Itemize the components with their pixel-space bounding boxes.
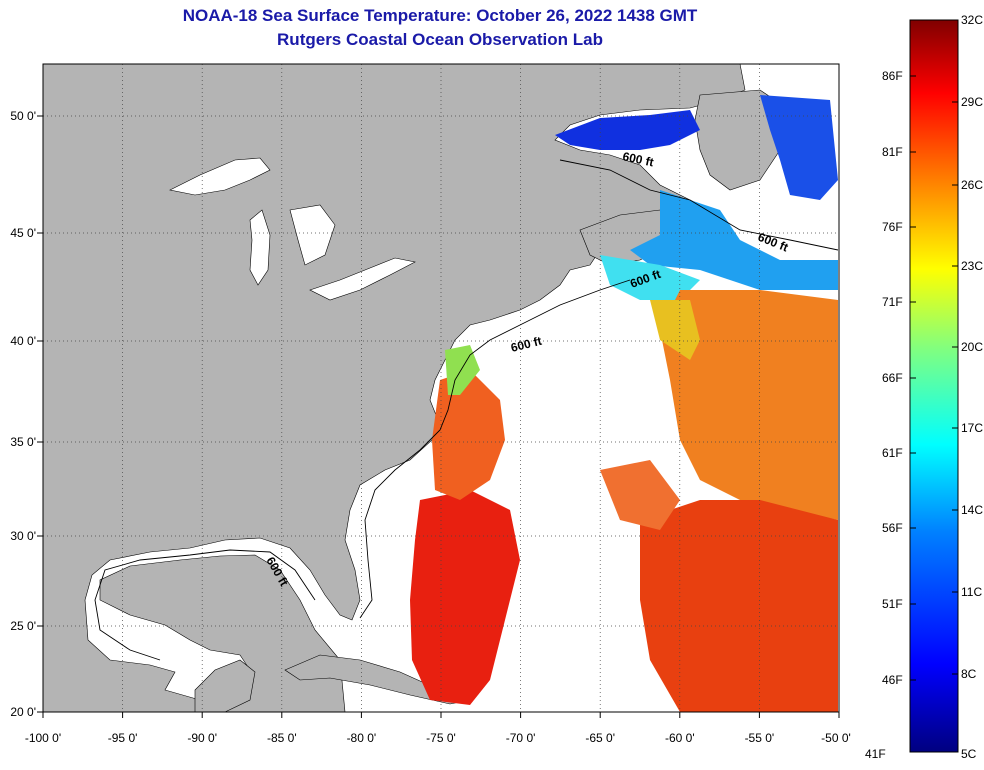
lon-label: -90 0': [187, 731, 217, 745]
cb-celsius-label: 23C: [961, 259, 983, 273]
graticule: [43, 64, 839, 712]
sst-orange-carolinas: [432, 370, 505, 500]
longitude-labels: -100 0' -95 0' -90 0' -85 0' -80 0' -75 …: [25, 731, 851, 745]
cb-fahrenheit-label: 86F: [882, 69, 903, 83]
cb-celsius-label: 8C: [961, 667, 977, 681]
lat-label: 40 0': [10, 334, 36, 348]
lat-label: 50 0': [10, 109, 36, 123]
lake-erie-ontario: [309, 257, 416, 301]
contour-label-newfoundland: 600 ft: [621, 149, 655, 169]
sst-cyan-shelf: [600, 255, 700, 300]
colorbar-fahrenheit-labels: 86F 81F 76F 71F 66F 61F 56F 51F 46F 41F: [865, 69, 903, 761]
cb-fahrenheit-label: 66F: [882, 371, 903, 385]
cb-celsius-label: 17C: [961, 421, 983, 435]
lon-label: -100 0': [25, 731, 61, 745]
land-yucatan: [194, 659, 256, 712]
lake-superior: [169, 157, 271, 196]
cb-fahrenheit-label: 41F: [865, 747, 886, 761]
sst-orange-bahamas: [600, 460, 680, 530]
lake-michigan: [249, 209, 271, 286]
map-subtitle: Rutgers Coastal Ocean Observation Lab: [277, 30, 603, 49]
contour-600ft: [94, 159, 839, 661]
lon-label: -95 0': [108, 731, 138, 745]
lon-label: -50 0': [821, 731, 851, 745]
cb-fahrenheit-label: 56F: [882, 521, 903, 535]
sst-green-coast: [445, 345, 480, 395]
cb-fahrenheit-label: 61F: [882, 446, 903, 460]
sst-cold-gulf-st-lawrence: [555, 110, 700, 150]
cb-celsius-label: 5C: [961, 747, 977, 761]
lat-label: 20 0': [10, 705, 36, 719]
cb-fahrenheit-label: 71F: [882, 295, 903, 309]
colorbar: [909, 19, 959, 753]
cb-celsius-label: 26C: [961, 178, 983, 192]
lat-label: 45 0': [10, 226, 36, 240]
cb-fahrenheit-label: 76F: [882, 220, 903, 234]
axis-ticks: [37, 115, 840, 718]
cb-fahrenheit-label: 81F: [882, 145, 903, 159]
sst-red-florida-straits: [410, 490, 520, 705]
lon-label: -85 0': [267, 731, 297, 745]
cb-fahrenheit-label: 51F: [882, 597, 903, 611]
latitude-labels: 50 0' 45 0' 40 0' 35 0' 30 0' 25 0' 20 0…: [10, 109, 36, 719]
cb-celsius-label: 11C: [961, 585, 982, 599]
cb-celsius-label: 29C: [961, 95, 983, 109]
cb-celsius-label: 14C: [961, 503, 983, 517]
sst-warm-north-atlantic: [660, 290, 838, 520]
colorbar-ticks: [910, 75, 958, 681]
lon-label: -80 0': [347, 731, 377, 745]
lon-label: -75 0': [426, 731, 456, 745]
map-layers: [43, 64, 838, 712]
cb-celsius-label: 20C: [961, 340, 983, 354]
sst-cold-labrador: [760, 95, 838, 200]
lat-label: 30 0': [10, 529, 36, 543]
lon-label: -70 0': [506, 731, 536, 745]
lon-label: -55 0': [745, 731, 775, 745]
sst-yellow-band: [650, 300, 700, 360]
sst-cool-gulf-of-maine: [630, 190, 838, 290]
map-title: NOAA-18 Sea Surface Temperature: October…: [182, 6, 698, 25]
lon-label: -65 0': [585, 731, 615, 745]
sst-warm-south-atlantic: [640, 500, 838, 712]
lon-label: -60 0': [665, 731, 695, 745]
lat-label: 25 0': [10, 619, 36, 633]
lake-huron: [289, 204, 336, 266]
colorbar-celsius-labels: 32C 29C 26C 23C 20C 17C 14C 11C 8C 5C: [961, 13, 983, 761]
cb-fahrenheit-label: 46F: [882, 673, 903, 687]
cb-celsius-label: 32C: [961, 13, 983, 27]
lat-label: 35 0': [10, 435, 36, 449]
